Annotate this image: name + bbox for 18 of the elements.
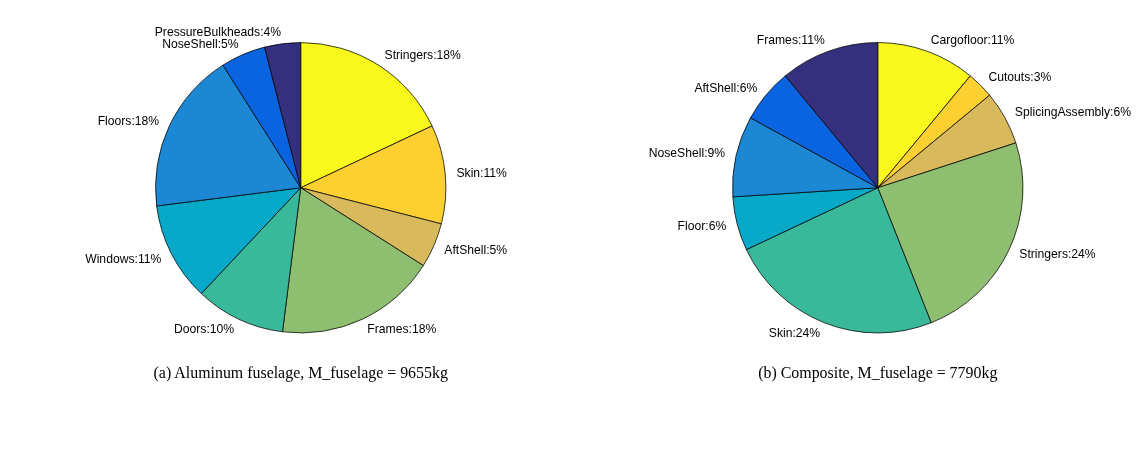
slice-label: Stringers:24% bbox=[1019, 247, 1096, 262]
slice-label: Cargofloor:11% bbox=[930, 33, 1015, 48]
slice-label: Floor:6% bbox=[677, 219, 727, 234]
slice-label: SplicingAssembly:6% bbox=[1014, 105, 1132, 120]
slice-label: Floors:18% bbox=[97, 113, 160, 128]
slice-label: Cutouts:3% bbox=[988, 69, 1052, 84]
slice-label: Frames:11% bbox=[756, 33, 825, 48]
slice-label: Frames:18% bbox=[367, 322, 437, 337]
slice-label: Stringers:18% bbox=[384, 48, 462, 63]
slice-label: AftShell:5% bbox=[444, 242, 508, 257]
slice-label: Doors:10% bbox=[173, 322, 235, 337]
slice-label: Skin:24% bbox=[768, 325, 821, 340]
slice-label: Windows:11% bbox=[85, 251, 162, 266]
slice-label: NoseShell:9% bbox=[648, 146, 726, 161]
slice-label: Skin:11% bbox=[456, 165, 508, 180]
slice-label: AftShell:6% bbox=[694, 80, 758, 95]
text: (a) Aluminum fuselage, M_fuselage = 9655kg bbox=[153, 363, 448, 382]
text: (b) Composite, M_fuselage = 7790kg bbox=[758, 363, 998, 382]
